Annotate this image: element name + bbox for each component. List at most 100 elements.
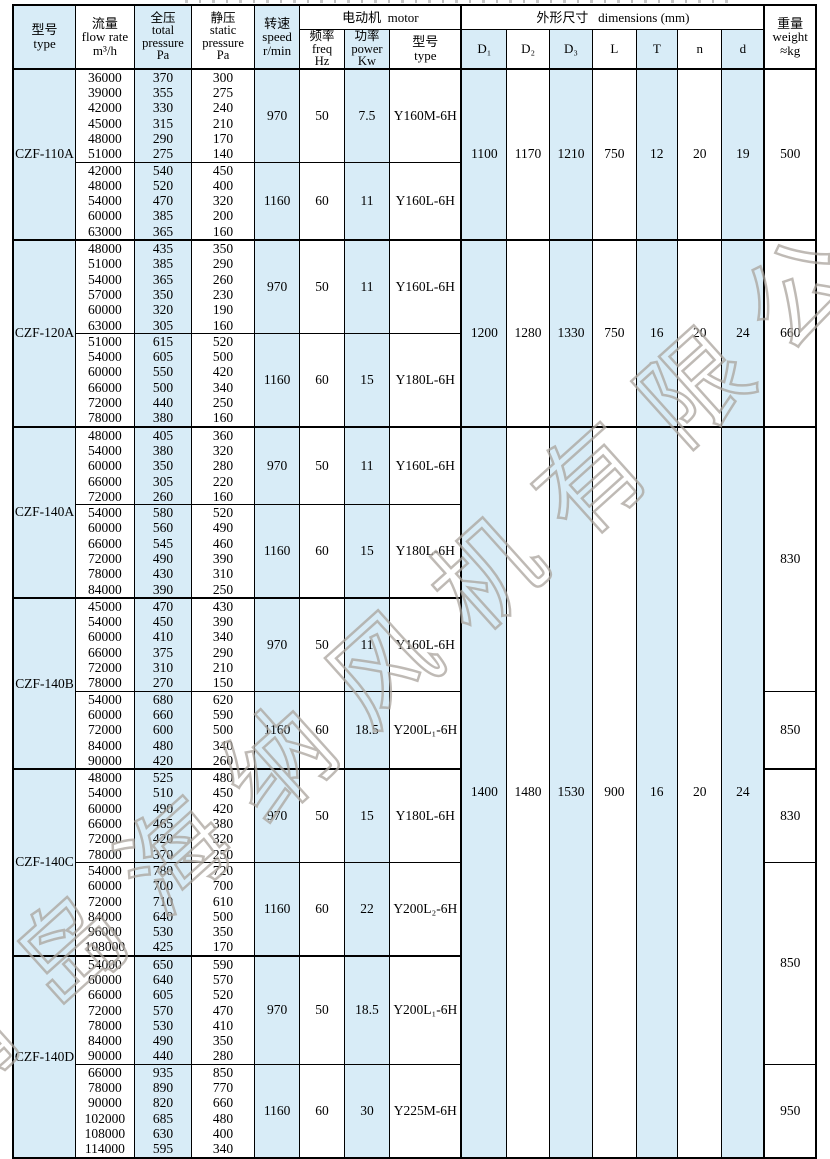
group-row: CZF-140C 48000 54000 60000 66000 72000 7… [12, 768, 817, 957]
flow-list: 54000 60000 66000 72000 78000 84000 [75, 504, 135, 599]
header-type-en: type [33, 35, 56, 51]
total-pressure-list: 650 640 605 570 530 490 440 [133, 954, 193, 1065]
freq-cell: 60 [299, 1063, 345, 1159]
group-row: CZF-140A 48000 54000 60000 66000 72000 4… [12, 425, 817, 1159]
motor-type-cell: Y225M-6H [389, 1063, 462, 1159]
flow-list: 48000 54000 60000 66000 72000 78000 [75, 768, 135, 863]
flow-list: 54000 60000 72000 84000 90000 [75, 690, 135, 770]
weight-cell: 830 [763, 768, 817, 863]
header-speed: 转速 speed r/min [253, 4, 301, 70]
group-row: 54000 60000 72000 84000 96000 108000 780… [13, 861, 817, 1065]
dim-L: 900 [592, 425, 637, 1159]
flow-list: 51000 54000 60000 66000 72000 78000 [75, 332, 135, 428]
weight-cell: 830 [763, 425, 817, 692]
motor-type-cell: Y160L-6H [389, 161, 462, 241]
total-pressure-list: 780 700 710 640 530 425 [133, 861, 193, 957]
fan-spec-table: 型号 type 流量 flow rate m³/h 全压 total press… [12, 4, 817, 1159]
dim-n: 20 [676, 68, 723, 241]
flow-list: 45000 54000 60000 66000 72000 78000 [75, 596, 135, 692]
static-pressure-list: 360 320 280 220 160 [191, 425, 255, 506]
motor-type-cell: Y160L-6H [389, 425, 462, 506]
model-cell: CZF-140C [12, 768, 77, 957]
flow-list: 54000 60000 66000 72000 78000 84000 9000… [75, 954, 135, 1065]
power-cell: 11 [343, 239, 391, 334]
power-cell: 30 [343, 1063, 391, 1159]
total-pressure-list: 580 560 545 490 430 390 [133, 504, 193, 599]
static-pressure-list: 620 590 500 340 260 [191, 690, 255, 770]
header-d1: D₁ [460, 28, 508, 70]
static-pressure-list: 850 770 660 480 400 340 [191, 1063, 255, 1159]
header-d: d [721, 28, 765, 70]
motor-type-cell: Y180L-6H [389, 332, 462, 428]
group-row: 54000 60000 72000 84000 90000 680 660 60… [13, 690, 817, 770]
dim-d3: 1330 [548, 239, 594, 428]
header-L: L [592, 28, 637, 70]
motor-type-cell: Y160L-6H [389, 239, 462, 334]
weight-cell: 950 [763, 1063, 817, 1159]
dim-d3: 1210 [548, 68, 594, 241]
freq-cell: 50 [299, 954, 345, 1065]
speed-cell: 970 [253, 239, 301, 334]
dim-d1: 1100 [460, 68, 508, 241]
motor-type-cell: Y200L₁-6H [389, 690, 462, 770]
header-motor-group: 电动机 motor [299, 4, 462, 30]
power-cell: 15 [343, 768, 391, 863]
power-cell: 18.5 [343, 690, 391, 770]
dim-d1: 1400 [460, 425, 508, 1159]
speed-cell: 1160 [253, 1063, 301, 1159]
group-row: 66000 78000 90000 102000 108000 114000 9… [13, 1063, 817, 1159]
speed-cell: 1160 [253, 332, 301, 428]
motor-type-cell: Y200L₁-6H [389, 954, 462, 1065]
header-motor-type: 型号 type [389, 28, 462, 70]
dim-d2: 1170 [506, 68, 550, 241]
total-pressure-list: 525 510 490 465 420 370 [133, 768, 193, 863]
total-pressure-list: 435 385 365 350 320 305 [133, 239, 193, 334]
freq-cell: 50 [299, 596, 345, 692]
power-cell: 18.5 [343, 954, 391, 1065]
header-total-pressure: 全压 total pressure Pa [133, 4, 193, 70]
group-row: CZF-120A 48000 51000 54000 57000 60000 6… [12, 239, 817, 428]
total-pressure-list: 405 380 350 305 260 [133, 425, 193, 506]
dim-d: 24 [721, 239, 765, 428]
power-cell: 15 [343, 504, 391, 599]
static-pressure-list: 480 450 420 380 320 250 [191, 768, 255, 863]
freq-cell: 60 [299, 861, 345, 957]
dim-d: 24 [721, 425, 765, 1159]
weight-cell: 500 [763, 68, 817, 241]
static-pressure-list: 450 400 320 200 160 [191, 161, 255, 241]
header-type: 型号 type [12, 4, 77, 70]
freq-cell: 50 [299, 425, 345, 506]
power-cell: 15 [343, 332, 391, 428]
motor-type-cell: Y200L₂-6H [389, 861, 462, 957]
motor-type-cell: Y160L-6H [389, 596, 462, 692]
weight-cell: 660 [763, 239, 817, 428]
dim-n: 20 [676, 239, 723, 428]
flow-list: 48000 51000 54000 57000 60000 63000 [75, 239, 135, 334]
header-static-pressure: 静压 static pressure Pa [191, 4, 255, 70]
freq-cell: 60 [299, 504, 345, 599]
motor-type-cell: Y180L-6H [389, 504, 462, 599]
speed-cell: 1160 [253, 861, 301, 957]
dim-L: 750 [592, 68, 637, 241]
dim-d3: 1530 [548, 425, 594, 1159]
freq-cell: 50 [299, 68, 345, 163]
header-flow: 流量 flow rate m³/h [75, 4, 135, 70]
speed-cell: 970 [253, 596, 301, 692]
power-cell: 11 [343, 596, 391, 692]
static-pressure-list: 430 390 340 290 210 150 [191, 596, 255, 692]
static-pressure-list: 520 490 460 390 310 250 [191, 504, 255, 599]
total-pressure-list: 680 660 600 480 420 [133, 690, 193, 770]
total-pressure-list: 370 355 330 315 290 275 [133, 68, 193, 163]
group-row: CZF-140D 54000 60000 66000 72000 78000 8… [12, 954, 816, 1159]
dim-d: 19 [721, 68, 765, 241]
header-dims-group: 外形尺寸 dimensions (mm) [460, 4, 765, 30]
dim-T: 16 [635, 425, 679, 1159]
dim-T: 16 [635, 239, 679, 428]
total-pressure-list: 540 520 470 385 365 [133, 161, 193, 241]
freq-cell: 50 [299, 768, 345, 863]
static-pressure-list: 300 275 240 210 170 140 [191, 68, 255, 163]
power-cell: 7.5 [343, 68, 391, 163]
freq-cell: 60 [299, 332, 345, 428]
header-type-zh: 型号 [31, 22, 58, 38]
total-pressure-list: 615 605 550 500 440 380 [133, 332, 193, 428]
